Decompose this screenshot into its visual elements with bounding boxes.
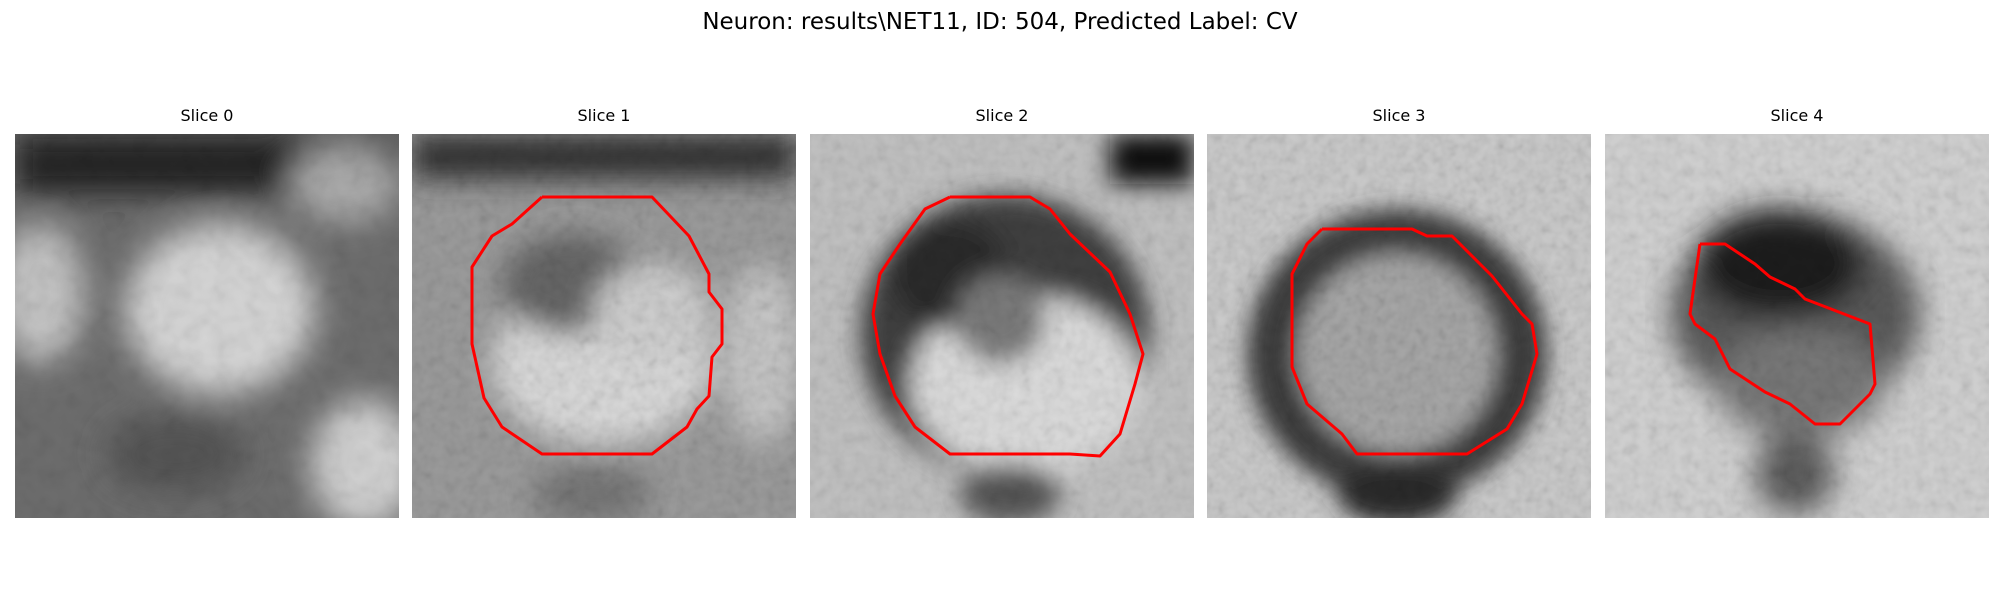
slice-title: Slice 4 bbox=[1770, 106, 1824, 125]
slice-image bbox=[15, 134, 399, 518]
slice-image bbox=[1207, 134, 1591, 518]
contour-outline bbox=[1290, 227, 1539, 456]
slice-image bbox=[412, 134, 796, 518]
slice-title: Slice 1 bbox=[577, 106, 631, 125]
slice-title: Slice 0 bbox=[180, 106, 234, 125]
contour-outline bbox=[470, 195, 724, 456]
slice-title: Slice 3 bbox=[1372, 106, 1426, 125]
slice-image bbox=[810, 134, 1194, 518]
figure-title: Neuron: results\NET11, ID: 504, Predicte… bbox=[702, 9, 1298, 35]
contour-outline bbox=[871, 195, 1145, 458]
slice-image bbox=[1605, 134, 1989, 518]
contour-outline bbox=[1688, 242, 1877, 426]
slice-title: Slice 2 bbox=[975, 106, 1029, 125]
